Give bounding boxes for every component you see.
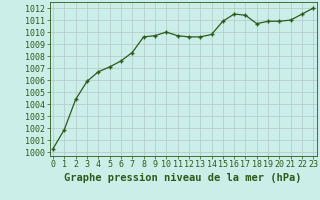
X-axis label: Graphe pression niveau de la mer (hPa): Graphe pression niveau de la mer (hPa) <box>64 173 302 183</box>
